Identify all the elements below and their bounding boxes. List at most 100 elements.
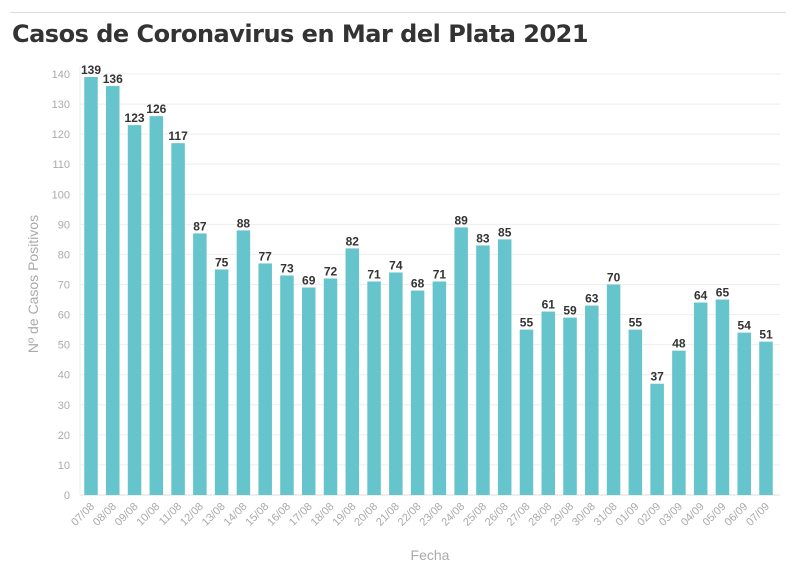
y-tick-label: 40 bbox=[58, 370, 70, 382]
data-label: 85 bbox=[498, 225, 512, 239]
bar bbox=[585, 305, 599, 495]
data-label: 70 bbox=[607, 271, 621, 285]
data-label: 77 bbox=[259, 249, 273, 263]
x-tick-label: 10/08 bbox=[134, 501, 162, 529]
data-label: 71 bbox=[433, 267, 447, 281]
bar bbox=[367, 281, 381, 495]
x-axis-title: Fecha bbox=[411, 547, 450, 563]
bar bbox=[345, 248, 360, 495]
data-label: 69 bbox=[302, 274, 316, 288]
bar bbox=[606, 284, 621, 495]
y-tick-label: 0 bbox=[64, 490, 70, 502]
data-label: 68 bbox=[411, 277, 425, 291]
y-tick-label: 140 bbox=[52, 69, 70, 81]
data-label: 126 bbox=[146, 102, 166, 116]
y-tick-label: 110 bbox=[52, 159, 70, 171]
data-label: 63 bbox=[585, 292, 599, 306]
data-label: 83 bbox=[476, 231, 490, 245]
data-label: 64 bbox=[694, 289, 708, 303]
x-tick-label: 21/08 bbox=[374, 501, 402, 529]
bar bbox=[628, 329, 643, 495]
y-tick-label: 70 bbox=[58, 280, 70, 292]
x-tick-label: 25/08 bbox=[461, 501, 489, 529]
data-label: 89 bbox=[454, 213, 468, 227]
bar bbox=[672, 350, 686, 495]
x-tick-label: 28/08 bbox=[526, 501, 554, 529]
x-tick-label: 03/09 bbox=[657, 501, 685, 529]
data-label: 139 bbox=[81, 63, 101, 77]
data-label: 117 bbox=[168, 129, 188, 143]
bar bbox=[127, 125, 142, 495]
x-tick-label: 18/08 bbox=[309, 501, 337, 529]
x-tick-label: 01/09 bbox=[614, 501, 642, 529]
bar bbox=[759, 341, 773, 495]
x-tick-label: 20/08 bbox=[352, 501, 380, 529]
x-tick-label: 29/08 bbox=[548, 501, 576, 529]
bar bbox=[280, 275, 294, 495]
bar bbox=[563, 317, 577, 495]
bar bbox=[410, 290, 425, 495]
x-tick-label: 07/09 bbox=[744, 501, 772, 529]
x-tick-label: 02/09 bbox=[635, 501, 663, 529]
x-tick-label: 26/08 bbox=[483, 501, 511, 529]
x-tick-label: 15/08 bbox=[243, 501, 271, 529]
data-label: 82 bbox=[346, 234, 360, 248]
x-tick-label: 27/08 bbox=[505, 501, 533, 529]
bar bbox=[737, 332, 751, 495]
y-tick-label: 30 bbox=[58, 400, 70, 412]
data-label: 48 bbox=[672, 337, 686, 351]
y-tick-label: 10 bbox=[58, 460, 70, 472]
bar bbox=[519, 329, 534, 495]
data-label: 123 bbox=[125, 111, 145, 125]
data-label: 72 bbox=[324, 264, 338, 278]
x-tick-label: 31/08 bbox=[592, 501, 620, 529]
y-tick-label: 120 bbox=[52, 129, 70, 141]
y-tick-label: 130 bbox=[52, 99, 70, 111]
x-tick-label: 04/09 bbox=[679, 501, 707, 529]
x-tick-label: 22/08 bbox=[396, 501, 424, 529]
bar bbox=[650, 383, 664, 495]
data-label: 59 bbox=[563, 304, 577, 318]
bar bbox=[171, 143, 185, 495]
data-label: 55 bbox=[520, 316, 534, 330]
data-label: 51 bbox=[759, 328, 773, 342]
data-label: 71 bbox=[367, 267, 381, 281]
y-tick-label: 50 bbox=[58, 340, 70, 352]
data-label: 61 bbox=[542, 298, 556, 312]
y-axis-title: Nº de Casos Positivos bbox=[25, 215, 41, 353]
x-tick-label: 17/08 bbox=[287, 501, 315, 529]
data-label: 54 bbox=[738, 319, 752, 333]
x-tick-label: 30/08 bbox=[570, 501, 598, 529]
data-label: 87 bbox=[193, 219, 207, 233]
x-tick-label: 14/08 bbox=[222, 501, 250, 529]
x-tick-label: 07/08 bbox=[69, 501, 97, 529]
y-tick-label: 100 bbox=[52, 189, 70, 201]
bar bbox=[323, 278, 338, 495]
bar bbox=[497, 239, 512, 495]
bar bbox=[389, 272, 403, 495]
bar bbox=[106, 86, 120, 496]
chart-title: Casos de Coronavirus en Mar del Plata 20… bbox=[12, 20, 589, 48]
y-tick-label: 60 bbox=[58, 310, 70, 322]
x-tick-label: 23/08 bbox=[418, 501, 446, 529]
bar bbox=[214, 269, 229, 495]
bar bbox=[84, 77, 98, 495]
data-label: 65 bbox=[716, 286, 730, 300]
y-tick-label: 90 bbox=[58, 219, 70, 231]
data-label: 74 bbox=[389, 258, 403, 272]
x-tick-label: 13/08 bbox=[200, 501, 228, 529]
data-label: 136 bbox=[103, 72, 123, 86]
x-tick-label: 16/08 bbox=[265, 501, 293, 529]
x-tick-label: 11/08 bbox=[157, 501, 184, 528]
y-tick-label: 80 bbox=[58, 249, 70, 261]
data-label: 73 bbox=[280, 261, 294, 275]
bar bbox=[236, 230, 251, 495]
bar bbox=[258, 263, 272, 495]
x-tick-label: 08/08 bbox=[91, 501, 119, 529]
x-tick-label: 24/08 bbox=[439, 501, 467, 529]
bar bbox=[476, 245, 490, 495]
x-tick-label: 06/09 bbox=[722, 501, 750, 529]
data-label: 88 bbox=[237, 216, 251, 230]
x-tick-label: 19/08 bbox=[330, 501, 358, 529]
